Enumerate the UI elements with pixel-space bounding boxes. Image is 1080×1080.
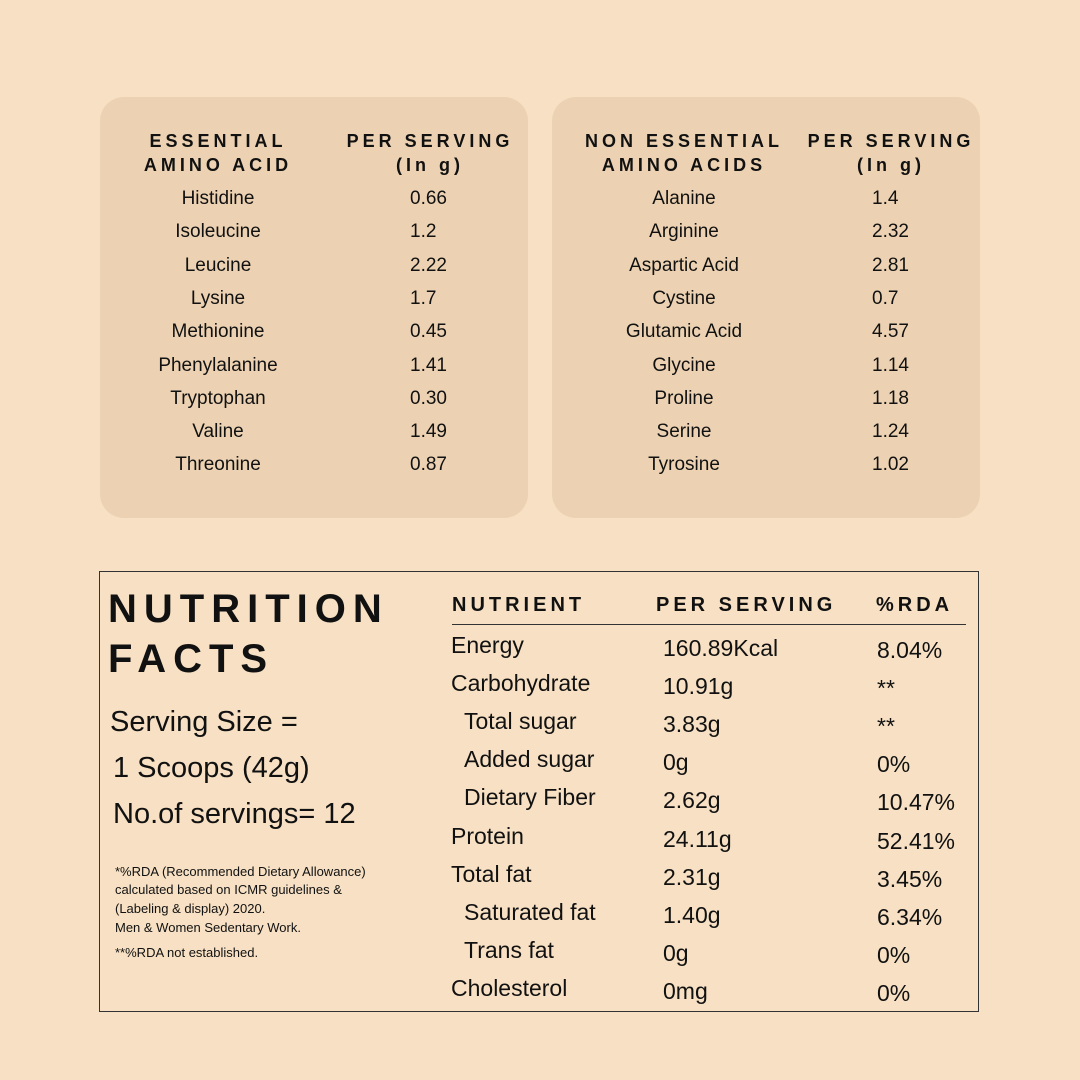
column-header: ESSENTIAL AMINO ACID [143,131,293,175]
amino-name: Threonine [175,454,261,476]
nutrient-rda: 0% [877,979,911,1006]
nutrient-name: Carbohydrate [451,670,591,697]
nutrient-serving: 24.11g [663,825,732,852]
nutrient-rda: 6.34% [877,903,943,930]
nutrient-name: Saturated fat [464,898,596,925]
amino-value: 1.2 [410,221,437,243]
nutrient-name: Total sugar [464,708,577,735]
amino-value: 2.32 [872,221,909,243]
amino-value: 0.66 [410,188,447,209]
amino-name: Tyrosine [648,454,720,476]
nutrient-rda: 0% [877,751,911,778]
amino-value: 1.7 [410,287,437,309]
nutrient-rda: 0% [877,941,911,968]
amino-value: 1.18 [872,387,909,409]
nutrient-serving: 3.83g [663,711,721,738]
column-header: PER SERVING (In g) [807,131,975,175]
serving-info: No.of servings= 12 [113,798,356,830]
amino-value: 1.14 [872,354,909,376]
amino-name: Proline [654,387,714,409]
nutrient-serving: 0mg [663,977,708,1004]
serving-info: 1 Scoops (42g) [113,752,310,784]
amino-value: 1.4 [872,188,899,209]
nutrition-header: PER SERVING [656,594,837,616]
nutrition-header: %RDA [876,594,954,616]
footnote: Men & Women Sedentary Work. [115,920,301,935]
header-rule [452,624,966,625]
serving-info: Serving Size = [110,706,298,738]
nutrient-name: Total fat [451,860,532,887]
nutrient-name: Added sugar [464,746,595,773]
amino-name: Tryptophan [170,387,266,409]
amino-value: 0.87 [410,454,447,476]
nutrition-box [99,571,979,1012]
nutrient-serving: 2.31g [663,863,721,890]
nutrient-serving: 160.89Kcal [663,635,779,661]
amino-value: 4.57 [872,321,909,343]
footnote: (Labeling & display) 2020. [115,901,266,916]
nutrition-title: NUTRITION [108,587,389,631]
amino-value: 0.30 [410,387,447,409]
amino-name: Leucine [184,254,252,276]
amino-value: 2.81 [872,254,909,276]
amino-name: Methionine [171,321,265,343]
amino-name: Glutamic Acid [625,321,743,343]
amino-value: 0.45 [410,321,447,343]
amino-name: Alanine [652,188,716,209]
amino-name: Glycine [652,354,716,376]
nutrient-serving: 2.62g [663,787,721,814]
nutrition-title: FACTS [108,637,275,681]
amino-name: Isoleucine [175,221,261,243]
amino-value: 0.7 [872,287,899,309]
footnote: calculated based on ICMR guidelines & [115,882,342,897]
essential-card [100,97,528,518]
amino-value: 1.02 [872,454,909,476]
amino-name: Aspartic Acid [629,254,739,276]
amino-name: Cystine [652,287,716,309]
nutrient-serving: 1.40g [663,901,721,928]
non-essential-card [552,97,980,518]
amino-name: Phenylalanine [158,354,278,376]
nutrient-rda: 8.04% [877,637,943,663]
amino-name: Valine [192,421,244,443]
nutrient-name: Cholesterol [451,974,568,1001]
nutrient-rda: 52.41% [877,827,956,854]
nutrient-serving: 0g [663,749,689,776]
nutrient-rda: ** [877,713,895,740]
nutrition-header: NUTRIENT [452,594,586,616]
nutrient-rda: 10.47% [877,789,956,816]
nutrient-name: Trans fat [464,936,554,963]
amino-name: Serine [656,421,712,443]
amino-value: 1.41 [410,354,447,376]
amino-value: 1.24 [872,421,909,443]
amino-name: Arginine [649,221,719,243]
amino-name: Histidine [181,188,255,209]
nutrient-serving: 0g [663,939,689,966]
amino-value: 2.22 [410,254,447,276]
column-header: NON ESSENTIAL AMINO ACIDS [584,131,784,175]
column-header: PER SERVING (In g) [346,131,514,175]
amino-name: Lysine [190,287,246,309]
footnote: *%RDA (Recommended Dietary Allowance) [115,864,366,879]
amino-value: 1.49 [410,421,447,443]
nutrient-serving: 10.91g [663,673,734,700]
nutrient-name: Dietary Fiber [464,784,596,811]
nutrient-rda: 3.45% [877,865,943,892]
footnote: **%RDA not established. [115,945,259,960]
nutrient-name: Energy [451,632,524,658]
nutrient-name: Protein [451,822,524,849]
nutrient-rda: ** [877,675,895,702]
